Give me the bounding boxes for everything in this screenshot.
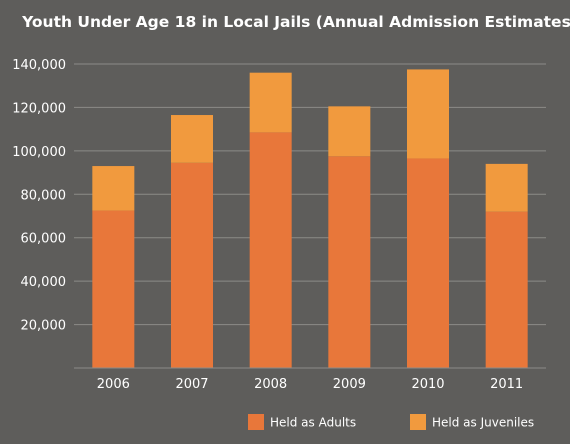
gridlines [74,63,546,326]
x-tick-label: 2006 [97,377,130,392]
x-axis-ticks: 2006 2007 2008 2009 2010 2011 [97,377,523,392]
y-tick-label: 120,000 [12,101,66,116]
y-tick-label: 140,000 [12,58,66,73]
bar-juveniles [249,72,292,133]
bar-adults [328,156,371,368]
bar-juveniles [92,166,135,211]
x-tick-label: 2008 [254,377,287,392]
bar-juveniles [328,106,371,157]
legend: Held as Adults Held as Juveniles [248,414,534,430]
bars [92,69,528,368]
x-tick-label: 2007 [175,377,208,392]
y-tick-label: 40,000 [21,275,67,290]
chart-title: Youth Under Age 18 in Local Jails (Annua… [21,13,570,31]
y-tick-label: 60,000 [21,232,67,247]
legend-swatch [410,414,426,430]
y-tick-label: 20,000 [21,319,67,334]
bar-juveniles [485,163,528,212]
bar-adults [485,211,528,368]
bar-adults [249,132,292,368]
x-tick-label: 2009 [333,377,366,392]
y-tick-label: 80,000 [21,188,67,203]
legend-label: Held as Juveniles [432,416,534,430]
bar-adults [171,162,213,368]
legend-swatch [248,414,264,430]
y-tick-label: 100,000 [12,145,66,160]
bar-adults [407,158,449,368]
bar-juveniles [407,69,449,159]
x-tick-label: 2010 [411,377,444,392]
bar-adults [92,210,135,368]
x-tick-label: 2011 [490,377,523,392]
y-axis-ticks: 20,000 40,000 60,000 80,000 100,000 120,000 14… [12,58,66,334]
bar-juveniles [171,115,213,163]
legend-label: Held as Adults [270,416,356,430]
